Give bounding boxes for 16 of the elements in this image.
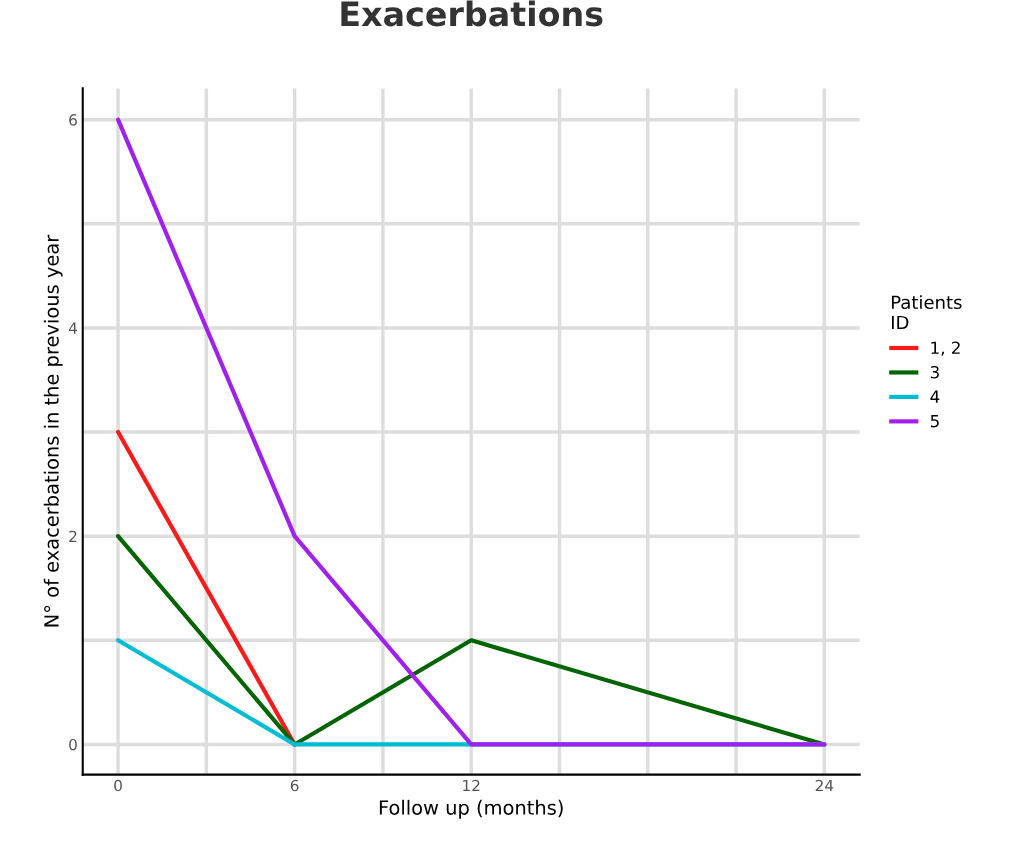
y-axis-title: N° of exacerbations in the previous year — [43, 234, 63, 627]
legend-title: Patients ID — [891, 295, 962, 330]
x-axis-title: Follow up (months) — [379, 799, 563, 819]
x-tick-label: 6 — [290, 779, 299, 792]
legend-label: 3 — [930, 365, 939, 379]
x-tick-label: 24 — [815, 779, 834, 792]
y-tick-label: 2 — [69, 530, 77, 542]
legend-label: 4 — [930, 390, 940, 403]
legend-label: 1, 2 — [931, 341, 960, 356]
legend-label: 5 — [930, 415, 939, 428]
y-tick-label: 0 — [69, 738, 77, 751]
y-tick-label: 4 — [68, 322, 78, 334]
x-tick-label: 0 — [114, 779, 122, 792]
y-tick-label: 6 — [69, 114, 77, 126]
chart-title: Exacerbations — [341, 0, 603, 27]
x-tick-label: 12 — [463, 779, 480, 792]
